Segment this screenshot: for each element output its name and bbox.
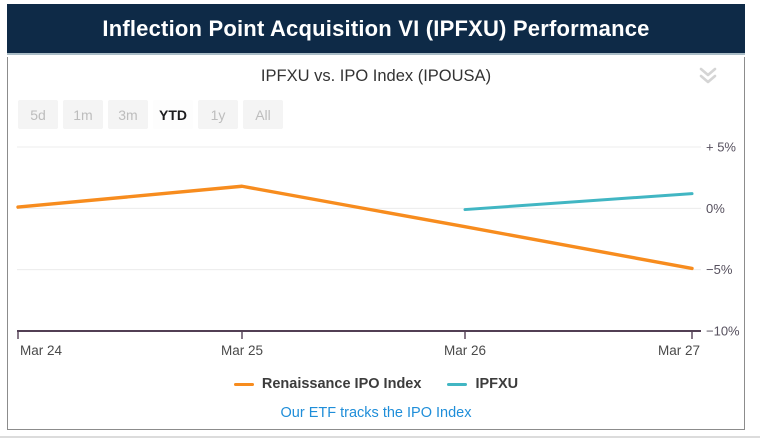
line-chart: + 5% 0% −5% −10% Mar 24 Mar 25 Mar 26 Mar 27	[16, 140, 740, 358]
range-button-all[interactable]: All	[243, 100, 283, 129]
etf-note-link[interactable]: Our ETF tracks the IPO Index	[280, 405, 472, 421]
chart-title: IPFXU vs. IPO Index (IPOUSA)	[260, 67, 492, 85]
series-line-ipo-index	[16, 184, 694, 271]
y-axis-label: −5%	[706, 262, 733, 277]
legend-item[interactable]: IPFXU	[447, 376, 518, 392]
page-title: Inflection Point Acquisition VI (IPFXU) …	[102, 15, 650, 41]
range-selector: 5d 1m 3m YTD 1y All	[18, 100, 283, 129]
y-axis-label: −10%	[706, 324, 740, 339]
bottom-divider	[0, 436, 760, 438]
range-button-1m[interactable]: 1m	[63, 100, 103, 129]
legend-item[interactable]: Renaissance IPO Index	[233, 376, 422, 392]
header: Inflection Point Acquisition VI (IPFXU) …	[7, 4, 745, 55]
x-axis-label: Mar 25	[221, 343, 263, 358]
range-button-ytd[interactable]: YTD	[153, 100, 193, 129]
legend-label: Renaissance IPO Index	[261, 376, 422, 392]
range-button-3m[interactable]: 3m	[108, 100, 148, 129]
x-axis-label: Mar 24	[20, 343, 63, 358]
y-axis-label: + 5%	[706, 140, 736, 155]
x-axis-label: Mar 26	[444, 343, 486, 358]
y-axis-label: 0%	[706, 201, 725, 216]
range-button-1y[interactable]: 1y	[198, 100, 238, 129]
legend-label: IPFXU	[475, 376, 519, 392]
x-axis-label: Mar 27	[658, 343, 700, 358]
double-chevron-down-icon[interactable]	[696, 64, 720, 88]
chart-legend: Renaissance IPO Index IPFXU	[8, 373, 744, 395]
legend-swatch	[447, 382, 468, 386]
legend-swatch	[233, 382, 254, 386]
series-line-ipfxu	[463, 192, 694, 212]
range-button-5d[interactable]: 5d	[18, 100, 58, 129]
chart-card: IPFXU vs. IPO Index (IPOUSA) 5d 1m 3m YTD 1y…	[7, 57, 745, 430]
